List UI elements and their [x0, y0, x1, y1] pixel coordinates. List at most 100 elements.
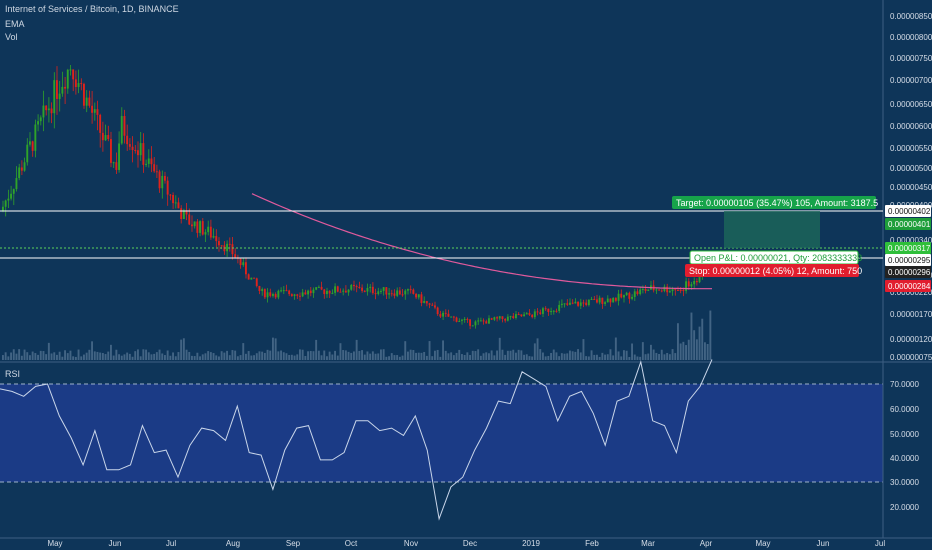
volume-bar: [447, 353, 450, 360]
candle: [315, 287, 318, 290]
volume-bar: [174, 356, 177, 360]
candle: [45, 105, 48, 111]
candle: [369, 286, 372, 288]
rsi-band-fill: [0, 384, 883, 482]
candle: [285, 290, 288, 292]
volume-bar: [110, 344, 112, 360]
candle: [83, 83, 85, 106]
volume-bar: [682, 341, 685, 360]
candle: [242, 262, 245, 266]
candle: [658, 289, 660, 291]
candle: [439, 314, 442, 317]
volume-bar: [344, 350, 347, 360]
candle: [26, 144, 29, 163]
candle: [88, 97, 91, 106]
candle: [404, 290, 407, 295]
candle: [344, 290, 347, 293]
candle: [544, 308, 547, 310]
candle: [474, 321, 477, 326]
candle: [479, 320, 482, 322]
volume-bar: [64, 350, 66, 360]
volume-bar: [587, 356, 590, 360]
candle: [385, 287, 388, 295]
time-label: Oct: [345, 539, 358, 548]
candle: [31, 141, 34, 151]
volume-bar: [72, 356, 75, 360]
volume-bar: [266, 349, 269, 360]
volume-bar: [347, 351, 350, 360]
volume-bar: [96, 351, 99, 360]
candle: [334, 286, 336, 293]
candle: [644, 288, 647, 291]
price-badge-label: 0.00000401: [888, 220, 931, 229]
volume-bar: [18, 349, 21, 360]
candle: [571, 302, 574, 304]
volume-bar: [172, 352, 174, 360]
candle: [47, 108, 50, 111]
candle: [64, 86, 66, 89]
time-label: Sep: [286, 539, 301, 548]
volume-bar: [23, 349, 26, 360]
candle: [606, 298, 609, 303]
price-tick: 0.00000800: [890, 33, 932, 42]
volume-bar: [339, 343, 342, 360]
candle: [331, 292, 334, 294]
time-label: Jul: [166, 539, 176, 548]
candle: [469, 319, 471, 326]
candle: [150, 158, 153, 165]
candle: [466, 319, 469, 321]
volume-bar: [317, 350, 320, 360]
volume-bar: [334, 350, 336, 360]
candle: [436, 307, 439, 315]
price-tick: 0.00000075: [890, 353, 932, 362]
candle: [682, 290, 685, 292]
candle: [312, 289, 315, 294]
volume-bar: [231, 350, 234, 360]
candle: [496, 317, 498, 319]
candle: [10, 193, 12, 199]
volume-bar: [69, 350, 72, 360]
candle: [423, 301, 426, 303]
candle: [96, 109, 99, 115]
candle: [261, 289, 264, 291]
volume-bar: [223, 352, 226, 360]
volume-bar: [293, 355, 296, 360]
volume-bar: [620, 356, 623, 360]
volume-bar: [425, 355, 428, 360]
volume-bar: [42, 351, 45, 360]
volume-bar: [415, 352, 417, 360]
candle: [612, 298, 615, 303]
candle: [547, 308, 550, 313]
position-tool[interactable]: Target: 0.00000105 (35.47%) 105, Amount:…: [672, 196, 878, 277]
candle: [307, 290, 309, 295]
volume-bar: [185, 349, 188, 360]
stop-box: [685, 264, 859, 277]
volume-bar: [698, 326, 701, 360]
volume-bar: [12, 349, 15, 360]
volume-bar: [563, 353, 566, 360]
volume-bar: [191, 355, 193, 360]
volume-bar: [99, 352, 102, 360]
candle: [112, 162, 115, 164]
volume-bar: [558, 356, 561, 360]
volume-bar: [139, 356, 142, 360]
volume-bar: [153, 353, 156, 360]
candle: [477, 320, 480, 322]
candle: [174, 202, 177, 204]
volume-bar: [390, 353, 393, 360]
volume-bar: [577, 349, 579, 360]
candle: [201, 221, 204, 235]
candle: [671, 289, 674, 292]
price-tick: 0.00000120: [890, 335, 932, 344]
volume-bar: [552, 349, 555, 360]
volume-bar: [150, 354, 153, 360]
candle: [633, 291, 636, 297]
volume-bar: [77, 349, 80, 360]
volume-bar: [566, 353, 569, 360]
volume-bar: [10, 352, 12, 360]
candle: [253, 277, 255, 279]
volume-bar: [45, 354, 48, 360]
candle: [434, 305, 436, 308]
candle: [218, 241, 220, 246]
